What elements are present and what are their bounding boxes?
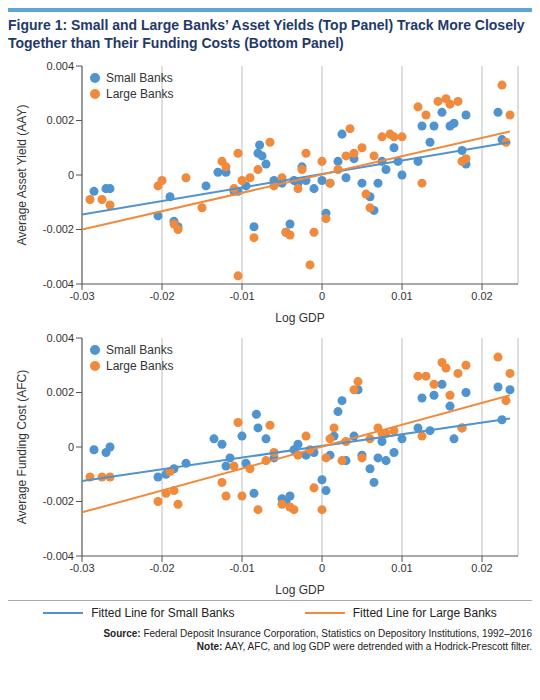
html-text:Fitted Line for Small Banks: Fitted Line for Small Banks — [91, 606, 235, 620]
svg-text:-0.03: -0.03 — [69, 290, 94, 302]
svg-text:-0.004: -0.004 — [43, 550, 74, 562]
html-text:Large Banks: Large Banks — [106, 359, 174, 373]
svg-text:0.002: 0.002 — [46, 386, 74, 398]
svg-text:Average Asset Yield (AAY): Average Asset Yield (AAY) — [15, 105, 29, 246]
svg-text:-0.03: -0.03 — [69, 562, 94, 574]
html-text:Note: AAY, AFC, and log GDP we: Note: AAY, AFC, and log GDP were detrend… — [196, 641, 532, 652]
svg-text:-0.02: -0.02 — [149, 562, 174, 574]
svg-text:-0.01: -0.01 — [229, 290, 254, 302]
svg-text:0.01: 0.01 — [391, 290, 412, 302]
svg-text:-0.004: -0.004 — [43, 278, 74, 290]
html-text:Small Banks: Small Banks — [106, 71, 173, 85]
svg-text:0: 0 — [68, 441, 74, 453]
svg-text:0.004: 0.004 — [46, 332, 74, 344]
html-text:Large Banks: Large Banks — [106, 87, 174, 101]
svg-text:0.004: 0.004 — [46, 60, 74, 72]
svg-text:-0.01: -0.01 — [229, 562, 254, 574]
svg-text:0: 0 — [319, 290, 325, 302]
svg-text:0: 0 — [68, 169, 74, 181]
svg-text:0.02: 0.02 — [471, 562, 492, 574]
svg-text:0: 0 — [319, 562, 325, 574]
svg-text:-0.002: -0.002 — [43, 223, 74, 235]
svg-text:0.02: 0.02 — [471, 290, 492, 302]
svg-text:Log GDP: Log GDP — [275, 583, 324, 597]
svg-text:-0.002: -0.002 — [43, 495, 74, 507]
html-text:Source: Federal Deposit Insura: Source: Federal Deposit Insurance Corpor… — [103, 628, 532, 639]
html-text:Fitted Line for Large Banks: Fitted Line for Large Banks — [352, 606, 497, 620]
html-text:Figure 1: Small and Large Bank: Figure 1: Small and Large Banks’ Asset Y… — [8, 17, 525, 51]
svg-text:Average Funding Cost (AFC): Average Funding Cost (AFC) — [15, 370, 29, 525]
html-text:Small Banks: Small Banks — [106, 343, 173, 357]
svg-text:Log GDP: Log GDP — [275, 311, 324, 325]
svg-text:0.01: 0.01 — [391, 562, 412, 574]
svg-text:0.002: 0.002 — [46, 114, 74, 126]
svg-text:-0.02: -0.02 — [149, 290, 174, 302]
